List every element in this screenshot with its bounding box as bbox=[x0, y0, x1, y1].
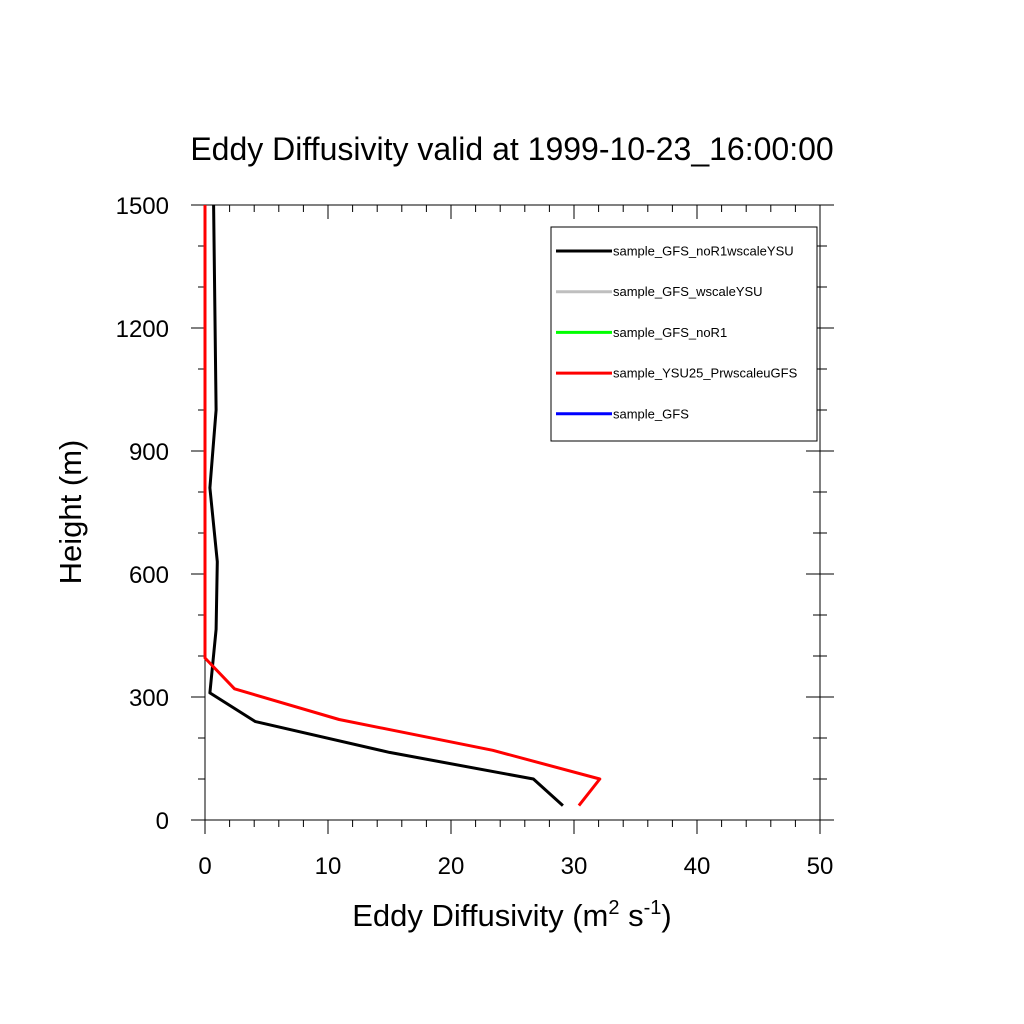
y-tick-label: 0 bbox=[156, 808, 169, 835]
series-lines bbox=[203, 204, 602, 807]
series-line-sample_YSU25_PrwscaleuGFS bbox=[203, 205, 602, 807]
x-axis-label: Eddy Diffusivity (m2 s-1) bbox=[352, 897, 671, 933]
y-tick-label: 300 bbox=[129, 685, 169, 712]
legend-label: sample_GFS bbox=[613, 406, 689, 421]
axis-tick-labels: 0 10 20 30 40 50 0 300 600 900 1200 1500 bbox=[116, 193, 834, 880]
legend: sample_GFS_noR1wscaleYSU sample_GFS_wscal… bbox=[550, 226, 818, 442]
legend-box bbox=[550, 226, 818, 442]
y-axis-label: Height (m) bbox=[53, 440, 88, 585]
y-tick-label: 1500 bbox=[116, 193, 169, 220]
x-tick-label: 10 bbox=[315, 853, 342, 880]
x-tick-label: 20 bbox=[438, 853, 465, 880]
legend-label: sample_YSU25_PrwscaleuGFS bbox=[613, 366, 798, 381]
series-line-sample_GFS_noR1wscaleYSU bbox=[208, 204, 564, 807]
x-tick-label: 0 bbox=[198, 853, 211, 880]
legend-label: sample_GFS_noR1 bbox=[613, 325, 727, 340]
legend-label: sample_GFS_noR1wscaleYSU bbox=[613, 244, 794, 259]
y-tick-label: 600 bbox=[129, 562, 169, 589]
x-tick-label: 50 bbox=[807, 853, 834, 880]
y-tick-label: 900 bbox=[129, 439, 169, 466]
chart-title: Eddy Diffusivity valid at 1999-10-23_16:… bbox=[190, 131, 833, 167]
x-tick-label: 30 bbox=[561, 853, 588, 880]
axis-ticks bbox=[191, 204, 834, 834]
y-tick-label: 1200 bbox=[116, 316, 169, 343]
x-tick-label: 40 bbox=[684, 853, 711, 880]
legend-label: sample_GFS_wscaleYSU bbox=[613, 284, 763, 299]
